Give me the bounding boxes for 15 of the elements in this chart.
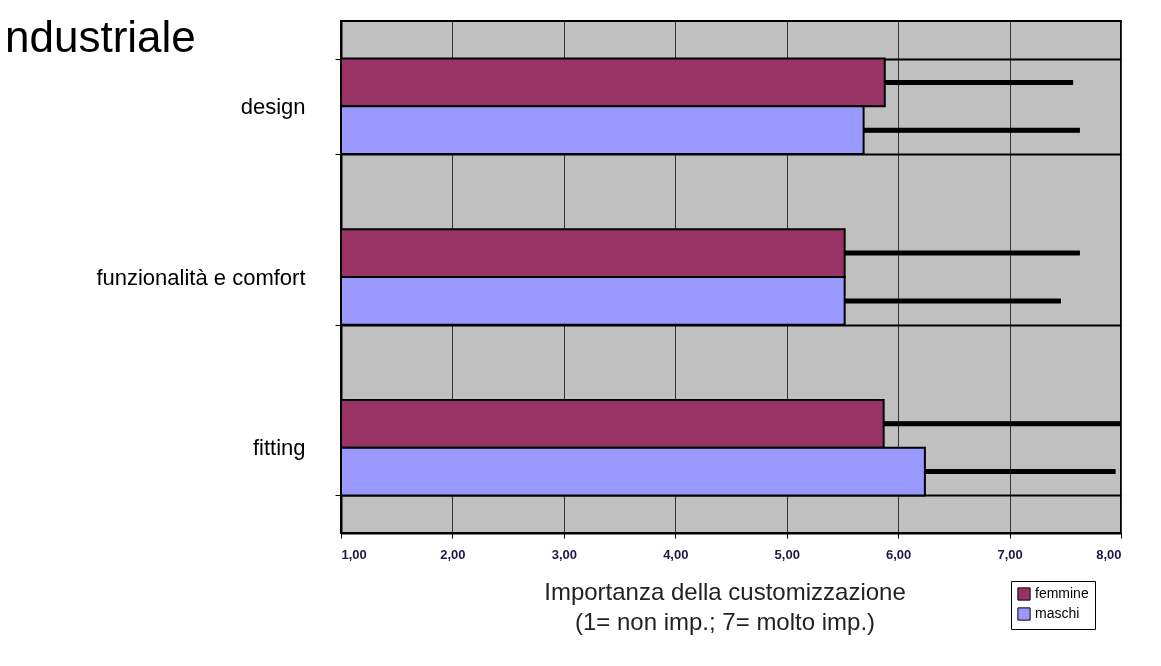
- y-tick-label: fitting: [252, 435, 306, 461]
- x-tick-label: 7,00: [997, 546, 1023, 562]
- y-tick-label: design: [240, 93, 306, 119]
- x-tick-label: 6,00: [885, 546, 912, 562]
- x-tick-label: 3,00: [551, 546, 578, 562]
- legend-label: femmine: [1035, 585, 1089, 601]
- x-tick-label: 2,00: [440, 546, 466, 562]
- x-tick-label: 1,00: [341, 546, 367, 562]
- y-tick-label: funzionalità e comfort: [96, 264, 306, 290]
- x-tick-label: 5,00: [774, 546, 800, 562]
- x-tick-label: 8,00: [1096, 546, 1122, 562]
- chart-title: ndustriale: [5, 12, 196, 61]
- legend-label: maschi: [1035, 605, 1080, 621]
- x-tick-label: 4,00: [663, 546, 689, 562]
- x-axis-title: Importanza della customizzazione (1= non imp.; 7= molto imp.): [544, 578, 906, 635]
